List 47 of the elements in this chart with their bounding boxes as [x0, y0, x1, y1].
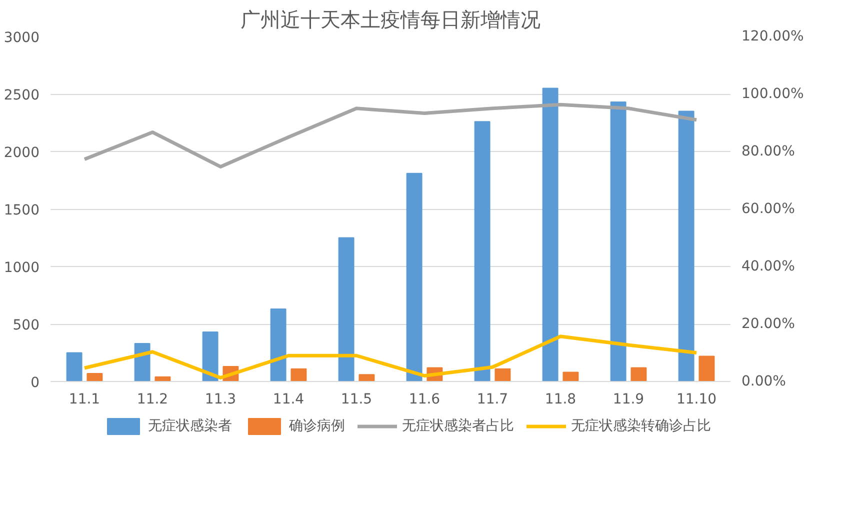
legend-label: 无症状感染转确诊占比 — [571, 417, 711, 435]
legend-label: 确诊病例 — [289, 417, 345, 435]
bar — [338, 237, 354, 382]
x-tick-label: 11.4 — [272, 392, 304, 408]
bar — [202, 332, 218, 382]
legend-label: 无症状感染者占比 — [402, 417, 514, 435]
x-tick-label: 11.3 — [204, 392, 236, 408]
bar — [678, 110, 694, 382]
y-tick-label: 1500 — [4, 202, 40, 218]
chart-title: 广州近十天本土疫情每日新增情况 — [240, 8, 540, 32]
y2-tick-label: 100.00% — [742, 86, 804, 102]
x-tick-label: 11.2 — [136, 392, 168, 408]
line-series — [82, 102, 698, 168]
x-tick-label: 11.8 — [544, 392, 576, 408]
bar — [270, 308, 286, 382]
bar — [562, 372, 579, 382]
bar — [86, 372, 103, 382]
bar — [66, 352, 82, 382]
bar — [630, 367, 647, 382]
legend-label: 无症状感染者 — [148, 417, 232, 435]
y-tick-label: 1000 — [4, 260, 40, 276]
bar — [698, 356, 715, 382]
y-tick-label: 500 — [12, 318, 40, 334]
x-tick-label: 11.6 — [408, 392, 440, 408]
bar — [494, 368, 511, 382]
y2-tick-label: 40.00% — [742, 258, 795, 274]
x-tick-label: 11.1 — [68, 392, 100, 408]
bar — [406, 172, 422, 382]
y2-tick-label: 20.00% — [742, 316, 795, 332]
y2-tick-label: 80.00% — [742, 144, 795, 160]
x-tick-label: 11.10 — [676, 392, 717, 408]
y2-tick-label: 120.00% — [742, 28, 804, 44]
y-tick-label: 2000 — [4, 145, 40, 161]
x-tick-label: 11.9 — [612, 392, 644, 408]
x-tick-label: 11.5 — [340, 392, 372, 408]
x-tick-label: 11.7 — [476, 392, 508, 408]
y2-tick-label: 60.00% — [742, 201, 795, 217]
y-tick-label: 0 — [30, 375, 40, 391]
bar — [474, 121, 490, 382]
line-series — [82, 334, 698, 380]
bar — [542, 88, 558, 382]
bar — [358, 374, 375, 382]
y2-tick-label: 0.00% — [742, 374, 786, 390]
y-tick-label: 3000 — [4, 30, 40, 46]
y-tick-label: 2500 — [4, 88, 40, 104]
bar — [290, 368, 307, 382]
bar — [610, 102, 626, 382]
